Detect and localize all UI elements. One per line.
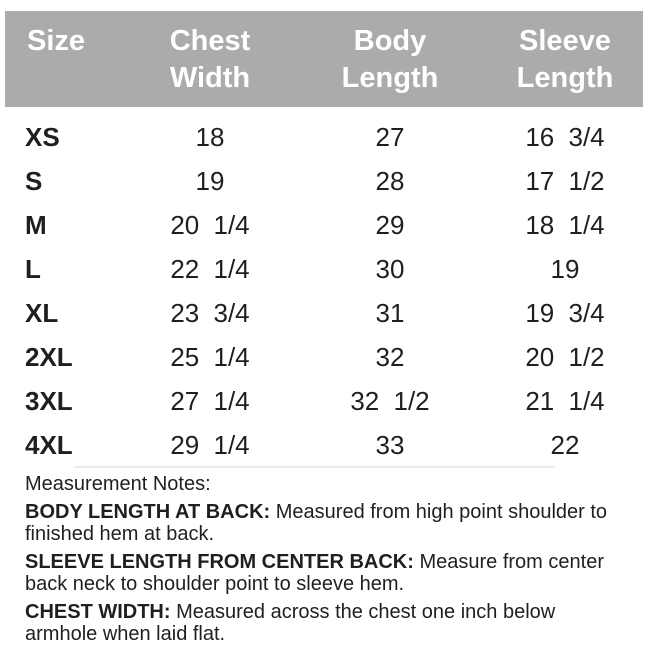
chest-width-value: 19 xyxy=(195,165,225,196)
column-header-chest-width: Chest Width xyxy=(125,23,295,107)
table-row-l: L 22 1/4 30 19 xyxy=(0,247,645,291)
table-bottom-divider xyxy=(75,466,555,468)
measurement-notes: Measurement Notes: BODY LENGTH AT BACK: … xyxy=(25,473,619,645)
column-header-sleeve-length-line2: Length xyxy=(516,62,614,94)
table-row-2xl: 2XL 25 1/4 32 20 1/2 xyxy=(0,335,645,379)
sleeve-length-value: 21 1/4 xyxy=(525,385,605,416)
note-sleeve-length: SLEEVE LENGTH FROM CENTER BACK: Measure … xyxy=(25,551,619,595)
sleeve-length-value: 18 1/4 xyxy=(525,209,605,240)
table-row-m: M 20 1/4 29 18 1/4 xyxy=(0,203,645,247)
note-chest-width-text: Measured across the chest one inch below… xyxy=(25,601,556,645)
column-header-body-length: Body Length xyxy=(295,23,485,107)
table-header-row: Size Chest Width Body Length Sleeve Leng… xyxy=(0,11,645,107)
size-label: M xyxy=(25,209,47,240)
size-label: 4XL xyxy=(25,429,73,460)
table-row-xl: XL 23 3/4 31 19 3/4 xyxy=(0,291,645,335)
note-body-length-text: Measured from high point shoulder to fin… xyxy=(25,501,608,545)
column-header-body-length-line1: Body xyxy=(353,25,427,57)
table-row-4xl: 4XL 29 1/4 33 22 xyxy=(0,423,645,467)
chest-width-value: 18 xyxy=(195,121,225,152)
body-length-value: 30 xyxy=(375,253,405,284)
note-chest-width: CHEST WIDTH: Measured across the chest o… xyxy=(25,601,619,645)
body-length-value: 27 xyxy=(375,121,405,152)
chest-width-value: 27 1/4 xyxy=(170,385,250,416)
note-body-length-label: BODY LENGTH AT BACK: xyxy=(25,501,271,523)
body-length-value: 31 xyxy=(375,297,405,328)
sleeve-length-value: 22 xyxy=(550,429,580,460)
sleeve-length-value: 17 1/2 xyxy=(525,165,605,196)
note-sleeve-length-label: SLEEVE LENGTH FROM CENTER BACK: xyxy=(25,551,414,573)
sleeve-length-value: 19 xyxy=(550,253,580,284)
size-table-body: XS 18 27 16 3/4 S 19 28 17 1/2 M 20 1/4 … xyxy=(0,115,645,467)
column-header-sleeve-length: Sleeve Length xyxy=(485,23,645,107)
table-row-xs: XS 18 27 16 3/4 xyxy=(0,115,645,159)
note-sleeve-length-text: Measure from center back neck to shoulde… xyxy=(25,551,604,595)
sleeve-length-value: 16 3/4 xyxy=(525,121,605,152)
column-header-chest-width-line2: Width xyxy=(169,62,251,94)
chest-width-value: 25 1/4 xyxy=(170,341,250,372)
table-header-background xyxy=(5,11,643,107)
note-chest-width-label: CHEST WIDTH: xyxy=(25,601,171,623)
table-row-s: S 19 28 17 1/2 xyxy=(0,159,645,203)
body-length-value: 33 xyxy=(375,429,405,460)
body-length-value: 28 xyxy=(375,165,405,196)
chest-width-value: 29 1/4 xyxy=(170,429,250,460)
size-label: L xyxy=(25,253,41,284)
size-label: 2XL xyxy=(25,341,73,372)
chest-width-value: 23 3/4 xyxy=(170,297,250,328)
column-header-sleeve-length-line1: Sleeve xyxy=(519,25,611,57)
column-header-size: Size xyxy=(0,23,125,107)
body-length-value: 32 xyxy=(375,341,405,372)
chest-width-value: 22 1/4 xyxy=(170,253,250,284)
size-label: S xyxy=(25,165,43,196)
column-header-chest-width-line1: Chest xyxy=(169,25,251,57)
chest-width-value: 20 1/4 xyxy=(170,209,250,240)
sleeve-length-value: 19 3/4 xyxy=(525,297,605,328)
sleeve-length-value: 20 1/2 xyxy=(525,341,605,372)
body-length-value: 32 1/2 xyxy=(350,385,430,416)
notes-title: Measurement Notes: xyxy=(25,473,211,495)
size-label: 3XL xyxy=(25,385,73,416)
column-header-size-line1: Size xyxy=(27,25,86,57)
size-label: XS xyxy=(25,121,60,152)
body-length-value: 29 xyxy=(375,209,405,240)
table-row-3xl: 3XL 27 1/4 32 1/2 21 1/4 xyxy=(0,379,645,423)
note-body-length: BODY LENGTH AT BACK: Measured from high … xyxy=(25,501,619,545)
column-header-body-length-line2: Length xyxy=(341,62,439,94)
size-label: XL xyxy=(25,297,59,328)
